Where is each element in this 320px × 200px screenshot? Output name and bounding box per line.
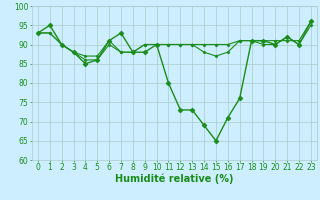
X-axis label: Humidité relative (%): Humidité relative (%) xyxy=(115,174,234,184)
